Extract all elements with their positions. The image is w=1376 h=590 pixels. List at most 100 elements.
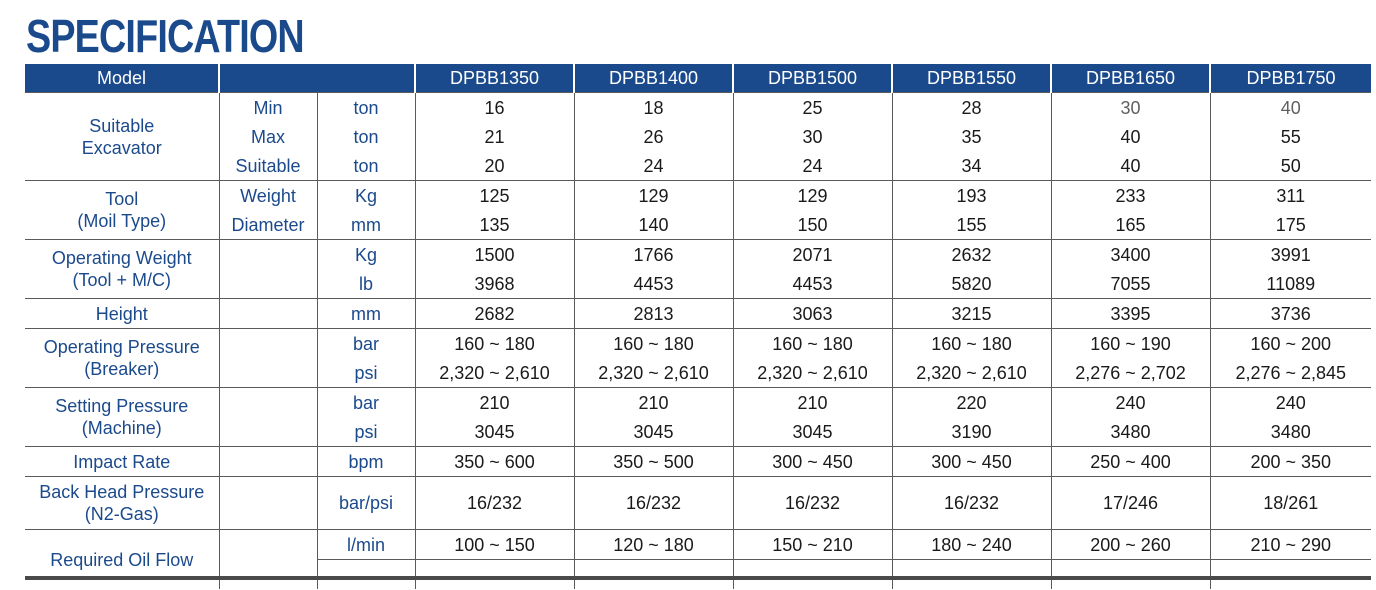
value-cell: 11089 — [1266, 273, 1316, 294]
value-cell: 180 ~ 240 — [892, 529, 1052, 560]
table-row: psi 2,320 ~ 2,610 2,320 ~ 2,610 2,320 ~ … — [25, 358, 1371, 388]
unit-cell: bpm — [317, 446, 416, 477]
value-cell: 150 — [733, 210, 893, 240]
value-cell: 2,320 ~ 2,610 — [415, 358, 575, 388]
sub-label-blank — [219, 476, 318, 530]
row-label-setting-pressure: Setting Pressure (Machine) — [25, 387, 220, 447]
empty-cell — [892, 559, 1052, 589]
unit-cell: Kg — [317, 180, 416, 210]
value-cell: 250 ~ 400 — [1051, 446, 1211, 477]
bottom-rule — [25, 576, 1371, 580]
value-cell: 2813 — [574, 298, 734, 329]
value-cell: 160 ~ 190 — [1051, 328, 1211, 358]
model-name: DPBB1350 — [414, 64, 574, 93]
table-row: Operating Weight (Tool + M/C) Kg 1500 17… — [25, 239, 1371, 299]
value-cell: 1766 — [574, 239, 734, 269]
empty-cell — [415, 559, 575, 589]
table-row: Height mm 2682 2813 3063 3215 3395 3736 — [25, 298, 1371, 329]
empty-cell — [1051, 559, 1211, 589]
row-label-back-head-pressure: Back Head Pressure (N2-Gas) — [25, 476, 220, 530]
table-row: Setting Pressure (Machine) bar 210 210 2… — [25, 387, 1371, 447]
unit-cell: Kg — [317, 239, 416, 269]
row-label-operating-pressure: Operating Pressure (Breaker) — [25, 328, 220, 388]
value-cell: 210 — [733, 387, 893, 417]
value-cell: 210 — [574, 387, 734, 417]
value-cell: 18/261 — [1210, 476, 1371, 530]
value-cell: 18 — [574, 92, 734, 122]
value-cell: 34 — [892, 151, 1052, 181]
unit-cell: psi — [317, 358, 416, 388]
value-cell: 240 — [1210, 387, 1371, 417]
unit-cell: psi — [317, 417, 416, 447]
unit-cell: mm — [317, 210, 416, 240]
value-cell: 25 — [733, 92, 893, 122]
value-cell: 24 — [574, 151, 734, 181]
value-cell: 160 ~ 180 — [892, 328, 1052, 358]
value-cell: 2,276 ~ 2,702 — [1051, 358, 1211, 388]
value-cell: 3045 — [415, 417, 575, 447]
sub-label-blank — [219, 239, 318, 299]
value-cell: 193 — [892, 180, 1052, 210]
row-label-operating-weight: Operating Weight (Tool + M/C) — [25, 239, 220, 299]
page-title: SPECIFICATION — [26, 10, 305, 62]
value-cell: 50 — [1280, 155, 1301, 176]
value-cell: 210 — [415, 387, 575, 417]
unit-cell: lb — [317, 269, 416, 299]
sub-label: Max — [219, 122, 318, 151]
table-row: Max ton 21 26 30 35 40 55 — [25, 122, 1371, 151]
table-row: Suitable ton 20 24 24 34 40 50 — [25, 151, 1371, 181]
table-row: Operating Pressure (Breaker) bar 160 ~ 1… — [25, 328, 1371, 388]
value-cell: 3991 — [1210, 239, 1371, 269]
value-cell: 24 — [733, 151, 893, 181]
specification-table: Model DPBB1350 DPBB1400 DPBB1500 DPBB155… — [25, 64, 1371, 589]
value-cell: 135 — [415, 210, 575, 240]
table-row-empty — [25, 559, 1371, 589]
table-row: Required Oil Flow l/min 100 ~ 150 120 ~ … — [25, 529, 1371, 589]
header-blank — [218, 64, 415, 93]
value-cell: 3395 — [1051, 298, 1211, 329]
sub-label: Weight — [219, 180, 318, 210]
value-cell: 16 — [415, 92, 575, 122]
unit-cell: l/min — [317, 529, 416, 560]
value-cell: 200 ~ 260 — [1051, 529, 1211, 560]
header-row: Model DPBB1350 DPBB1400 DPBB1500 DPBB155… — [25, 64, 1371, 93]
value-cell: 21 — [415, 122, 575, 151]
value-cell: 350 ~ 600 — [415, 446, 575, 477]
value-cell: 16/232 — [892, 476, 1052, 530]
row-label-required-oil-flow: Required Oil Flow — [25, 529, 220, 589]
model-name: DPBB1650 — [1050, 64, 1210, 93]
unit-cell: ton — [317, 122, 416, 151]
value-cell: 3736 — [1210, 298, 1371, 329]
table-row: Suitable Excavator Min ton 16 18 25 28 3… — [25, 92, 1371, 181]
model-header: Model — [25, 64, 219, 93]
empty-cell — [317, 559, 416, 589]
value-cell: 129 — [574, 180, 734, 210]
value-cell: 120 ~ 180 — [574, 529, 734, 560]
model-name: DPBB1750 — [1209, 64, 1371, 93]
value-cell: 140 — [574, 210, 734, 240]
value-cell: 55 — [1280, 126, 1301, 147]
value-cell: 210 ~ 290 — [1210, 529, 1371, 560]
value-cell: 160 ~ 200 — [1210, 328, 1371, 358]
row-label-impact-rate: Impact Rate — [25, 446, 220, 477]
value-cell: 20 — [415, 151, 575, 181]
value-cell: 3045 — [733, 417, 893, 447]
value-cell: 16/232 — [415, 476, 575, 530]
value-cell: 3968 — [415, 269, 575, 299]
value-cell: 150 ~ 210 — [733, 529, 893, 560]
value-cell: 40 — [1210, 92, 1371, 122]
model-name: DPBB1500 — [732, 64, 892, 93]
value-cell: 4453 — [733, 269, 893, 299]
value-cell: 2,320 ~ 2,610 — [733, 358, 893, 388]
value-cell: 2,320 ~ 2,610 — [892, 358, 1052, 388]
model-name: DPBB1400 — [573, 64, 733, 93]
value-cell: 240 — [1051, 387, 1211, 417]
value-cell: 30 — [733, 122, 893, 151]
value-cell: 2632 — [892, 239, 1052, 269]
value-cell: 1500 — [415, 239, 575, 269]
value-cell: 233 — [1051, 180, 1211, 210]
value-cell: 40 — [1051, 122, 1211, 151]
sub-label-blank — [219, 529, 318, 589]
value-cell: 2071 — [733, 239, 893, 269]
unit-cell: bar/psi — [317, 476, 416, 530]
